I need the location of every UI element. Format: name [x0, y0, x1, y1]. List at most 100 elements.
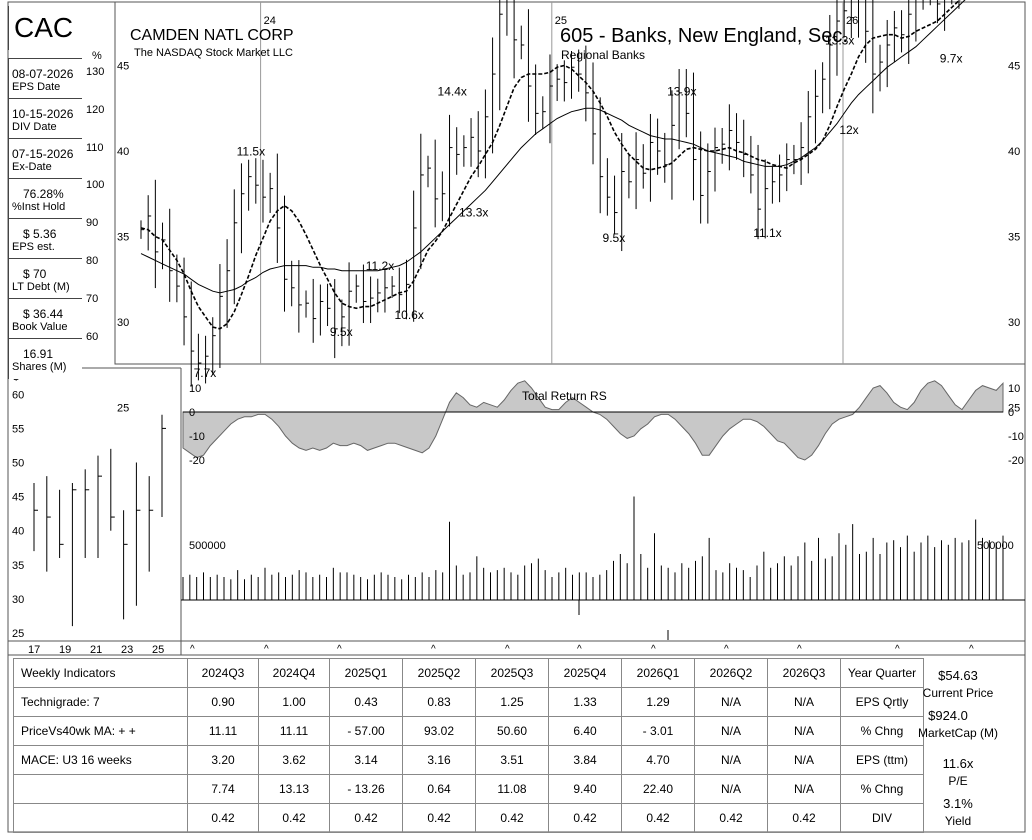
price-tick-right: 30: [1008, 317, 1020, 329]
info-box: $ 70 LT Debt (M): [8, 258, 82, 299]
caret-marker: ^: [651, 644, 656, 655]
table-cell: 2025Q4: [548, 658, 622, 688]
pct-tick: 60: [86, 330, 99, 343]
table-cell: 4.70: [621, 745, 695, 775]
table-cell: 3.16: [402, 745, 476, 775]
caret-marker: ^: [577, 644, 582, 655]
pe-annotation: 9.7x: [940, 51, 963, 65]
caret-marker: ^: [264, 644, 269, 655]
inset-xlabel: 23: [121, 644, 133, 656]
info-value: 10-15-2026: [12, 107, 74, 121]
current-price: $54.63: [938, 668, 978, 683]
volume-label-right: 500000: [977, 540, 1014, 552]
axis-labels: 25253030353540404545505055556060: [117, 61, 1020, 415]
table-cell: 1.00: [258, 687, 330, 717]
info-value: 76.28%: [23, 187, 64, 201]
table-cell: N/A: [694, 716, 768, 746]
table-cell: 0.42: [258, 803, 330, 833]
price-tick-left: 35: [117, 232, 129, 244]
rs-tick-right: -20: [1008, 455, 1024, 467]
table-cell: 22.40: [621, 774, 695, 804]
table-cell: 3.62: [258, 745, 330, 775]
table-cell: EPS Qrtly: [840, 687, 924, 717]
inset-tick: 30: [12, 594, 24, 606]
table-cell: 0.42: [548, 803, 622, 833]
volume-panel: ^ ^ ^ ^ ^ ^ ^ ^ ^ ^ ^: [181, 496, 1025, 655]
table-cell: 9.40: [548, 774, 622, 804]
table-cell: 50.60: [475, 716, 549, 746]
info-value: 07-15-2026: [12, 147, 74, 161]
pe-annotation: 9.5x: [330, 325, 353, 339]
pe-annotation: 7.7x: [194, 366, 217, 380]
info-label: Ex-Date: [12, 161, 52, 173]
info-box: $ 36.44 Book Value: [8, 298, 82, 339]
info-box: 76.28% %Inst Hold: [8, 178, 82, 219]
rs-area: [182, 380, 1004, 461]
inset-tick: 25: [12, 628, 24, 640]
price-panel-border: [114, 1, 1026, 365]
caret-marker: ^: [895, 644, 900, 655]
table-cell: 2025Q3: [475, 658, 549, 688]
inset-tick: 45: [12, 492, 24, 504]
table-cell: 2024Q4: [258, 658, 330, 688]
table-row: 0.42 0.42 0.42 0.42 0.42 0.42 0.42 0.42 0.42 DIV: [13, 803, 924, 833]
caret-marker: ^: [431, 644, 436, 655]
info-value: 08-07-2026: [12, 67, 74, 81]
info-label: LT Debt (M): [12, 281, 70, 293]
table-cell: 1.29: [621, 687, 695, 717]
table-cell: 0.42: [694, 803, 768, 833]
table-cell: N/A: [767, 716, 841, 746]
pct-tick: 80: [86, 255, 99, 267]
info-label: EPS Date: [12, 81, 61, 93]
price-tick-right: 45: [1008, 61, 1020, 73]
table-cell: 2024Q3: [187, 658, 259, 688]
rs-tick-left: 0: [189, 407, 195, 419]
rs-tick-left: 10: [189, 383, 201, 395]
info-box: $ 5.36 EPS est.: [8, 218, 82, 259]
price-tick-left: 30: [117, 317, 129, 329]
table-header-row: Weekly Indicators 2024Q3 2024Q4 2025Q1 2025Q…: [13, 658, 924, 688]
table-cell: N/A: [767, 745, 841, 775]
pe-value: 11.6x: [942, 756, 974, 771]
caret-marker: ^: [724, 644, 729, 655]
info-label: EPS est.: [12, 241, 55, 253]
moving-averages: [140, 0, 966, 330]
subgroup-name: Regional Banks: [561, 48, 645, 62]
table-cell: 7.74: [187, 774, 259, 804]
table-cell: 0.43: [329, 687, 403, 717]
table-cell: 2026Q1: [621, 658, 695, 688]
table-cell: 3.51: [475, 745, 549, 775]
info-value: $ 70: [23, 267, 47, 281]
table-cell: [13, 774, 188, 804]
pct-tick: 120: [86, 103, 105, 116]
pct-symbol: %: [92, 50, 102, 62]
inset-xlabel: 19: [59, 644, 71, 656]
table-cell: 2025Q1: [329, 658, 403, 688]
table-cell: MACE: U3 16 weeks: [13, 745, 188, 775]
yield-label: Yield: [944, 814, 972, 828]
year-label: 25: [555, 15, 567, 27]
table-cell: Weekly Indicators: [13, 658, 188, 688]
inset-xlabel: 21: [90, 644, 102, 656]
table-cell: N/A: [694, 687, 768, 717]
ma-40wk-line: [140, 0, 966, 294]
info-box: 07-15-2026 Ex-Date: [8, 138, 82, 179]
pe-annotation: 11.5x: [237, 145, 265, 159]
rs-tick-left: -20: [189, 455, 205, 467]
price-bars: [140, 0, 960, 387]
inset-tick: 40: [12, 526, 24, 538]
caret-marker: ^: [505, 644, 510, 655]
company-name: CAMDEN NATL CORP: [130, 27, 294, 44]
table-row: PriceVs40wk MA: + +11.11 11.11- 57.00 93.0…: [13, 716, 924, 746]
info-label: Book Value: [12, 321, 68, 333]
table-cell: 1.25: [475, 687, 549, 717]
market-cap: $924.0: [928, 708, 968, 723]
pct-tick: 130: [86, 66, 105, 78]
price-tick-right: 35: [1008, 232, 1020, 244]
table-cell: 0.42: [187, 803, 259, 833]
inset-tick: 35: [12, 560, 24, 572]
inset-tick: 55: [12, 423, 24, 435]
info-value: $ 5.36: [23, 227, 57, 241]
pe-annotation: 10.6x: [394, 308, 423, 322]
